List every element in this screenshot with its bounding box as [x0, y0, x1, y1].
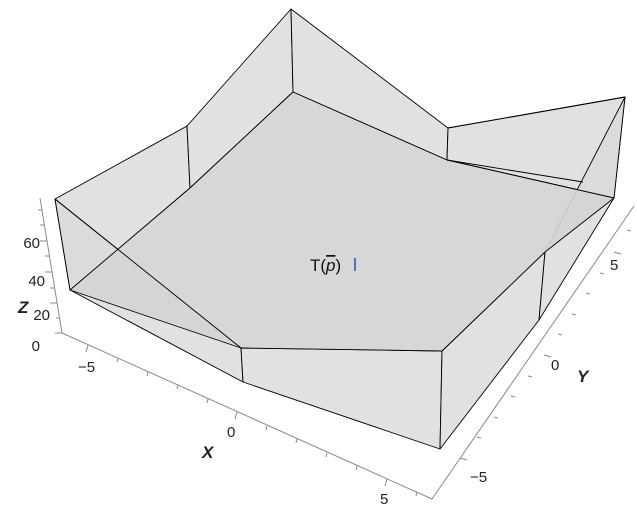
inner-edge-right	[447, 96, 626, 129]
x-tick-label: −5	[78, 359, 95, 376]
x-tick-label: 5	[380, 491, 388, 507]
point-annotation: T(p)	[310, 256, 356, 275]
y-axis: −5 0 5 Y	[431, 205, 635, 500]
y-tick-label: 5	[610, 257, 618, 274]
front-wall-center	[240, 347, 443, 450]
z-tick-label: 0	[32, 338, 40, 355]
z-tick-label: 40	[28, 273, 45, 290]
point-label-open: T(	[310, 256, 326, 275]
z-tick-label: 20	[33, 307, 50, 324]
y-tick-label: 0	[551, 357, 559, 374]
point-label-close: )	[336, 256, 342, 275]
point-label-var: p	[325, 256, 335, 275]
z-tick-label: 60	[23, 235, 40, 252]
z-axis-label: Z	[17, 298, 29, 317]
point-label: T(p)	[310, 256, 341, 275]
inner-edge-left	[54, 198, 242, 349]
x-tick-label: 0	[227, 424, 235, 441]
y-axis-label: Y	[577, 367, 590, 386]
inner-edge-back	[446, 159, 584, 183]
top-surface	[69, 91, 615, 352]
y-tick-label: −5	[470, 469, 487, 486]
x-axis-label: X	[201, 443, 215, 462]
z-axis: 0 20 40 60 Z	[17, 197, 63, 355]
x-axis: −5 0 5 X	[61, 332, 433, 507]
